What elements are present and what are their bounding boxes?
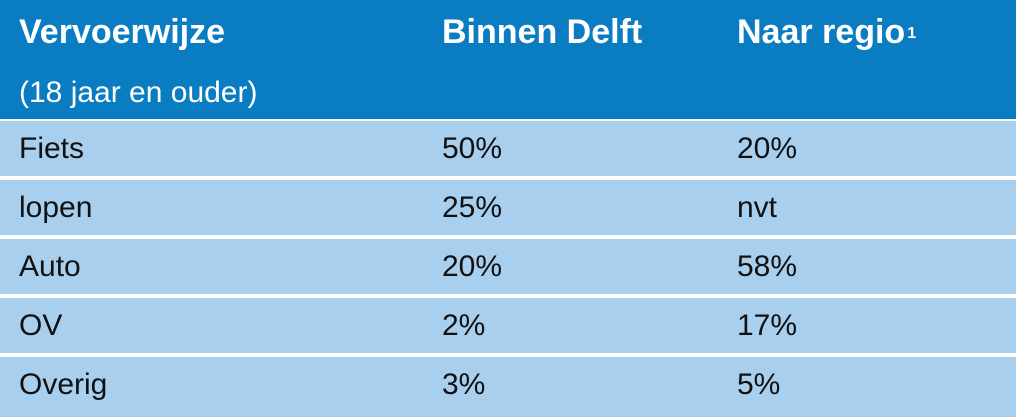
header-binnen-delft: Binnen Delft [442, 13, 643, 51]
table-row: Fiets 50% 20% [0, 121, 1016, 176]
cell-mode: Auto [19, 250, 81, 283]
cell-naar-regio: nvt [737, 191, 778, 224]
cell-binnen-delft: 3% [442, 368, 486, 401]
cell-naar-regio: 58% [737, 250, 798, 283]
cell-mode: Fiets [19, 132, 85, 165]
table-row: OV 2% 17% [0, 298, 1016, 353]
cell-binnen-delft: 2% [442, 309, 486, 342]
header-vervoerwijze: Vervoerwijze [19, 13, 226, 51]
table-row: Auto 20% 58% [0, 239, 1016, 294]
cell-binnen-delft: 50% [442, 132, 503, 165]
header-age-note: (18 jaar en ouder) [19, 76, 258, 109]
cell-mode: lopen [19, 191, 93, 224]
cell-mode: OV [19, 309, 63, 342]
header-naar-regio: Naar regio 1 [737, 11, 916, 53]
cell-naar-regio: 5% [737, 368, 781, 401]
cell-naar-regio: 17% [737, 309, 798, 342]
cell-binnen-delft: 25% [442, 191, 503, 224]
footnote-marker: 1 [907, 25, 917, 42]
cell-binnen-delft: 20% [442, 250, 503, 283]
table-row: Overig 3% 5% [0, 357, 1016, 417]
table-row: lopen 25% nvt [0, 180, 1016, 235]
table-header: Vervoerwijze (18 jaar en ouder) Binnen D… [0, 0, 1016, 119]
cell-naar-regio: 20% [737, 132, 798, 165]
header-naar-regio-label: Naar regio [737, 13, 906, 51]
cell-mode: Overig [19, 368, 108, 401]
